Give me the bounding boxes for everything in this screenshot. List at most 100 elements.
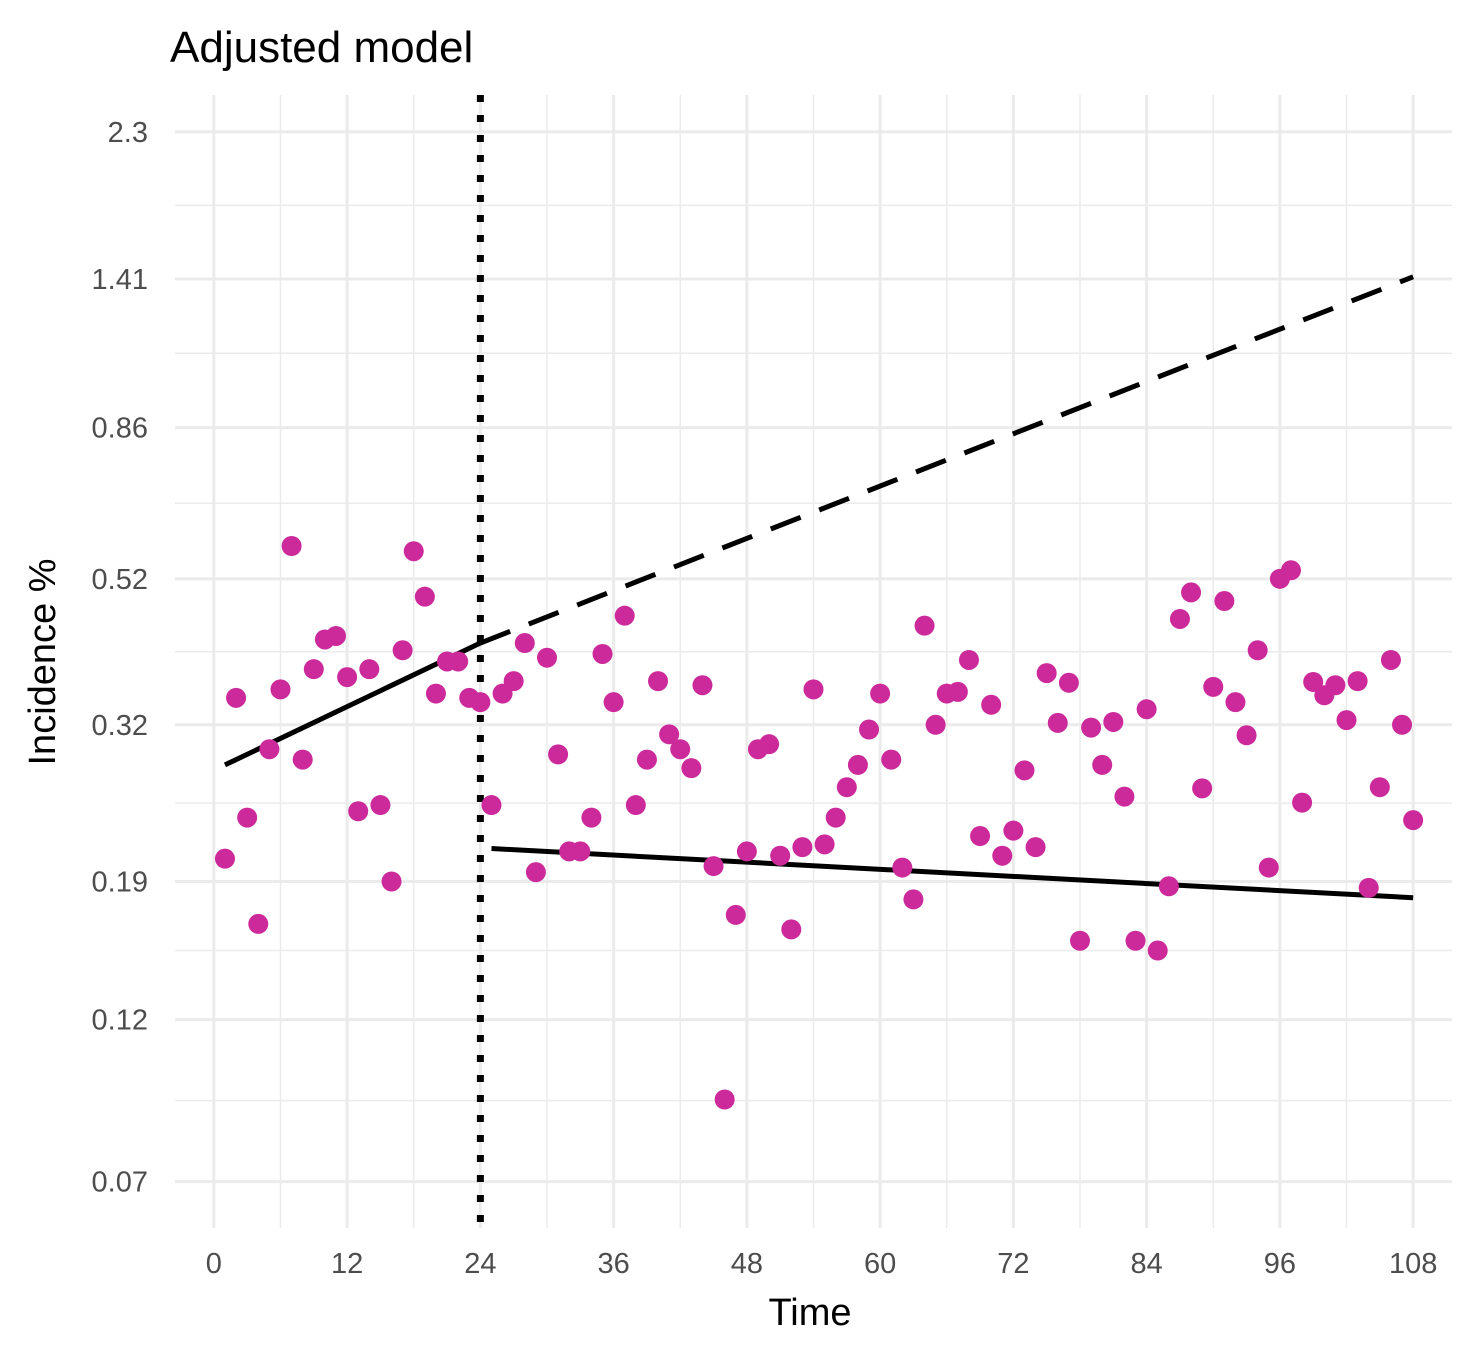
y-tick-label: 0.52 xyxy=(92,564,148,596)
x-tick-label: 96 xyxy=(1264,1248,1296,1280)
data-point xyxy=(270,679,291,700)
data-point xyxy=(659,724,680,745)
data-point xyxy=(925,714,946,735)
y-tick-label: 1.41 xyxy=(92,264,148,296)
data-point xyxy=(1403,810,1424,831)
data-point xyxy=(603,692,624,713)
x-axis-title: Time xyxy=(768,1292,851,1334)
data-point xyxy=(1203,676,1224,697)
data-point xyxy=(1125,930,1146,951)
x-tick-label: 72 xyxy=(997,1248,1029,1280)
data-point xyxy=(1036,663,1057,684)
data-point xyxy=(1192,778,1213,799)
data-point xyxy=(1147,940,1168,961)
chart-title: Adjusted model xyxy=(170,23,473,72)
x-tick-label: 24 xyxy=(464,1248,496,1280)
y-tick-label: 0.19 xyxy=(92,866,148,898)
x-tick-label: 0 xyxy=(206,1248,222,1280)
x-tick-label: 108 xyxy=(1389,1248,1437,1280)
data-point xyxy=(981,694,1002,715)
data-point xyxy=(259,739,280,760)
data-point xyxy=(1236,725,1257,746)
data-point xyxy=(570,841,591,862)
data-point xyxy=(448,651,469,672)
data-point xyxy=(425,683,446,704)
data-point xyxy=(947,681,968,702)
x-tick-label: 48 xyxy=(731,1248,763,1280)
x-tick-label: 84 xyxy=(1130,1248,1162,1280)
data-point xyxy=(370,795,391,816)
data-point xyxy=(514,633,535,654)
data-point xyxy=(359,659,380,680)
data-point xyxy=(847,754,868,775)
data-point xyxy=(1258,857,1279,878)
y-axis-title: Incidence % xyxy=(22,558,64,765)
data-points-layer xyxy=(214,535,1424,1110)
data-point xyxy=(237,807,258,828)
data-point xyxy=(625,795,646,816)
data-point xyxy=(536,647,557,668)
data-point xyxy=(1092,754,1113,775)
data-point xyxy=(1058,672,1079,693)
data-point xyxy=(1380,649,1401,670)
data-point xyxy=(1070,930,1091,951)
data-point xyxy=(1280,560,1301,581)
data-point xyxy=(326,625,347,646)
y-tick-label: 0.07 xyxy=(92,1167,148,1199)
data-point xyxy=(1014,760,1035,781)
fitted-trend-line xyxy=(491,846,1414,901)
data-point xyxy=(1214,591,1235,612)
data-point xyxy=(1081,717,1102,738)
y-tick-label: 2.3 xyxy=(108,117,148,149)
y-tick-label: 0.12 xyxy=(92,1005,148,1037)
data-point xyxy=(581,807,602,828)
data-point xyxy=(914,615,935,636)
data-point xyxy=(481,795,502,816)
data-point xyxy=(614,605,635,626)
data-point xyxy=(970,826,991,847)
data-point xyxy=(636,749,657,770)
data-point xyxy=(1169,608,1190,629)
data-point xyxy=(1358,877,1379,898)
data-point xyxy=(725,904,746,925)
data-point xyxy=(303,659,324,680)
data-point xyxy=(1247,640,1268,661)
data-point xyxy=(792,837,813,858)
data-point xyxy=(292,749,313,770)
data-point xyxy=(1347,671,1368,692)
data-point xyxy=(881,749,902,770)
data-point xyxy=(226,687,247,708)
data-point xyxy=(281,535,302,556)
data-point xyxy=(859,719,880,740)
x-tick-label: 60 xyxy=(864,1248,896,1280)
data-point xyxy=(1003,820,1024,841)
data-point xyxy=(414,586,435,607)
y-axis-tick-labels: 0.07 0.12 0.19 0.32 0.52 0.86 1.41 2.3 xyxy=(92,117,148,1199)
data-point xyxy=(736,841,757,862)
counterfactual-trend-line xyxy=(479,274,1415,646)
y-tick-label: 0.86 xyxy=(92,413,148,445)
data-point xyxy=(1392,714,1413,735)
data-point xyxy=(348,801,369,822)
data-point xyxy=(770,845,791,866)
data-point xyxy=(1158,876,1179,897)
data-point xyxy=(836,777,857,798)
data-point xyxy=(903,889,924,910)
data-point xyxy=(692,675,713,696)
data-point xyxy=(703,856,724,877)
data-point xyxy=(392,640,413,661)
data-point xyxy=(1114,786,1135,807)
data-point xyxy=(503,671,524,692)
data-point xyxy=(470,692,491,713)
data-point xyxy=(1136,699,1157,720)
y-tick-label: 0.32 xyxy=(92,710,148,742)
data-point xyxy=(1025,837,1046,858)
data-point xyxy=(958,649,979,670)
x-tick-label: 12 xyxy=(331,1248,363,1280)
data-point xyxy=(714,1089,735,1110)
data-point xyxy=(1181,582,1202,603)
data-point xyxy=(1292,792,1313,813)
data-point xyxy=(403,541,424,562)
data-point xyxy=(892,857,913,878)
